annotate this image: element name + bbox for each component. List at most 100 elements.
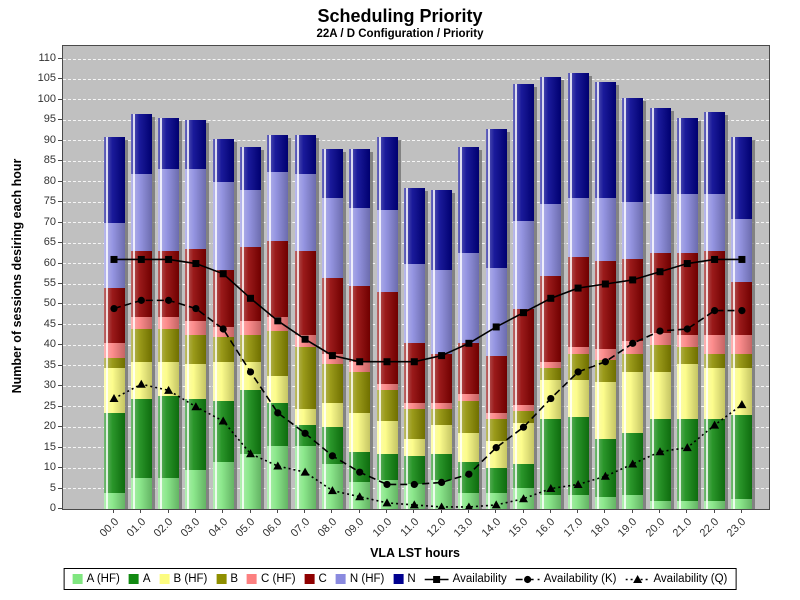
bar-segment-C [349, 286, 371, 362]
bar-segment-N (HF) [513, 220, 534, 309]
y-tick-label: 15 [43, 440, 56, 453]
x-tick-label: 03.0 [179, 515, 203, 540]
x-axis-tick [249, 509, 251, 513]
bar-segment-N (HF) [622, 202, 644, 260]
triangle-marker [382, 498, 392, 507]
square-marker [247, 294, 254, 302]
y-axis-tick [58, 221, 62, 223]
x-axis-tick [740, 509, 742, 513]
bar-segment-B [158, 328, 180, 362]
bar-segment-B [704, 353, 726, 368]
y-tick-label: 95 [43, 113, 56, 126]
x-axis-tick [113, 509, 114, 513]
x-tick-label: 18.0 [588, 515, 613, 540]
x-axis-tick [413, 509, 415, 513]
bar-segment-N (HF) [704, 194, 726, 252]
x-tick-label: 00.0 [97, 515, 121, 540]
bar-hour-11.0 [403, 187, 425, 509]
legend-swatch-icon [304, 574, 315, 584]
legend-swatch-icon [128, 574, 139, 584]
y-tick-label: 20 [43, 420, 56, 433]
x-axis-tick [631, 509, 633, 513]
bar-segment-C (HF) [622, 341, 644, 354]
legend-label: Availability (K) [543, 573, 617, 585]
bar-segment-A [513, 463, 534, 489]
bar-segment-C [485, 355, 507, 413]
legend-item-C (HF): C (HF) [247, 573, 296, 585]
circle-marker [165, 296, 173, 304]
bar-segment-B [649, 345, 671, 372]
bar-segment-N (HF) [676, 194, 698, 254]
x-tick-label: 13.0 [452, 515, 476, 540]
bar-segment-C [458, 343, 480, 395]
square-marker [465, 339, 473, 347]
triangle-marker [355, 492, 365, 501]
bar-segment-A (HF) [567, 494, 589, 509]
legend-item-N (HF): N (HF) [335, 573, 384, 585]
x-tick-label: 06.0 [261, 515, 285, 540]
bar-segment-B [240, 335, 261, 362]
x-axis-tick [358, 509, 360, 513]
bar-segment-C [321, 277, 343, 354]
bar-segment-A [267, 402, 289, 446]
bar-hour-16.0 [540, 77, 562, 509]
grid-line [63, 140, 769, 142]
bar-segment-N [704, 112, 726, 194]
availability-q-line [113, 383, 743, 508]
bar-segment-A [212, 400, 234, 462]
legend-item-B (HF): B (HF) [159, 573, 207, 585]
bar-segment-C (HF) [103, 343, 125, 358]
x-tick-label: 23.0 [725, 515, 749, 540]
bar-segment-N [321, 149, 343, 199]
bar-segment-N (HF) [540, 204, 562, 276]
bar-segment-C (HF) [158, 316, 180, 329]
y-axis-tick [58, 201, 62, 203]
bar-hour-00.0 [103, 136, 125, 509]
bar-segment-B [485, 418, 507, 442]
legend-label: N [407, 573, 416, 585]
bar-segment-A [704, 418, 726, 501]
bar-segment-B (HF) [458, 433, 480, 462]
triangle-marker [109, 394, 119, 403]
legend-item-A (HF): A (HF) [72, 573, 120, 585]
bar-segment-B [376, 390, 398, 421]
grid-line [63, 181, 769, 183]
legend-label: B [230, 573, 239, 585]
y-tick-label: 0 [49, 502, 56, 514]
x-tick-label: 14.0 [479, 515, 504, 540]
bar-segment-B (HF) [513, 423, 534, 464]
bar-hour-21.0 [676, 118, 698, 509]
legend-item-C: C [304, 573, 327, 585]
bar-segment-B (HF) [240, 361, 261, 391]
bar-segment-B (HF) [622, 371, 644, 434]
x-tick-label: 11.0 [398, 515, 422, 539]
y-tick-label: 80 [43, 174, 56, 187]
legend-item-Availability: Availability [424, 573, 507, 585]
triangle-marker [519, 494, 528, 503]
y-axis-tick [58, 58, 62, 59]
bar-segment-B (HF) [349, 412, 371, 452]
triangle-marker [682, 443, 692, 452]
x-axis-tick [713, 509, 715, 513]
circle-marker [192, 304, 200, 313]
legend-label: Availability (Q) [653, 573, 728, 585]
bar-segment-B (HF) [185, 363, 207, 399]
legend-swatch-icon [72, 574, 83, 584]
x-axis-tick [522, 509, 524, 513]
y-axis-tick [58, 426, 62, 428]
bar-segment-A (HF) [704, 500, 726, 509]
y-tick-label: 30 [43, 379, 56, 392]
bar-segment-C [212, 269, 234, 327]
bar-segment-A [240, 390, 261, 454]
chart-title: Scheduling Priority [317, 6, 483, 26]
bar-segment-N [513, 83, 534, 221]
bar-segment-C (HF) [704, 335, 726, 354]
x-axis-tick [331, 509, 333, 513]
bar-segment-B (HF) [403, 439, 425, 456]
bar-segment-N (HF) [130, 173, 152, 252]
bar-segment-N (HF) [594, 198, 616, 262]
bar-segment-B (HF) [158, 361, 180, 397]
circle-marker [137, 296, 145, 304]
bar-segment-B [458, 400, 480, 434]
bar-segment-B (HF) [103, 367, 125, 413]
